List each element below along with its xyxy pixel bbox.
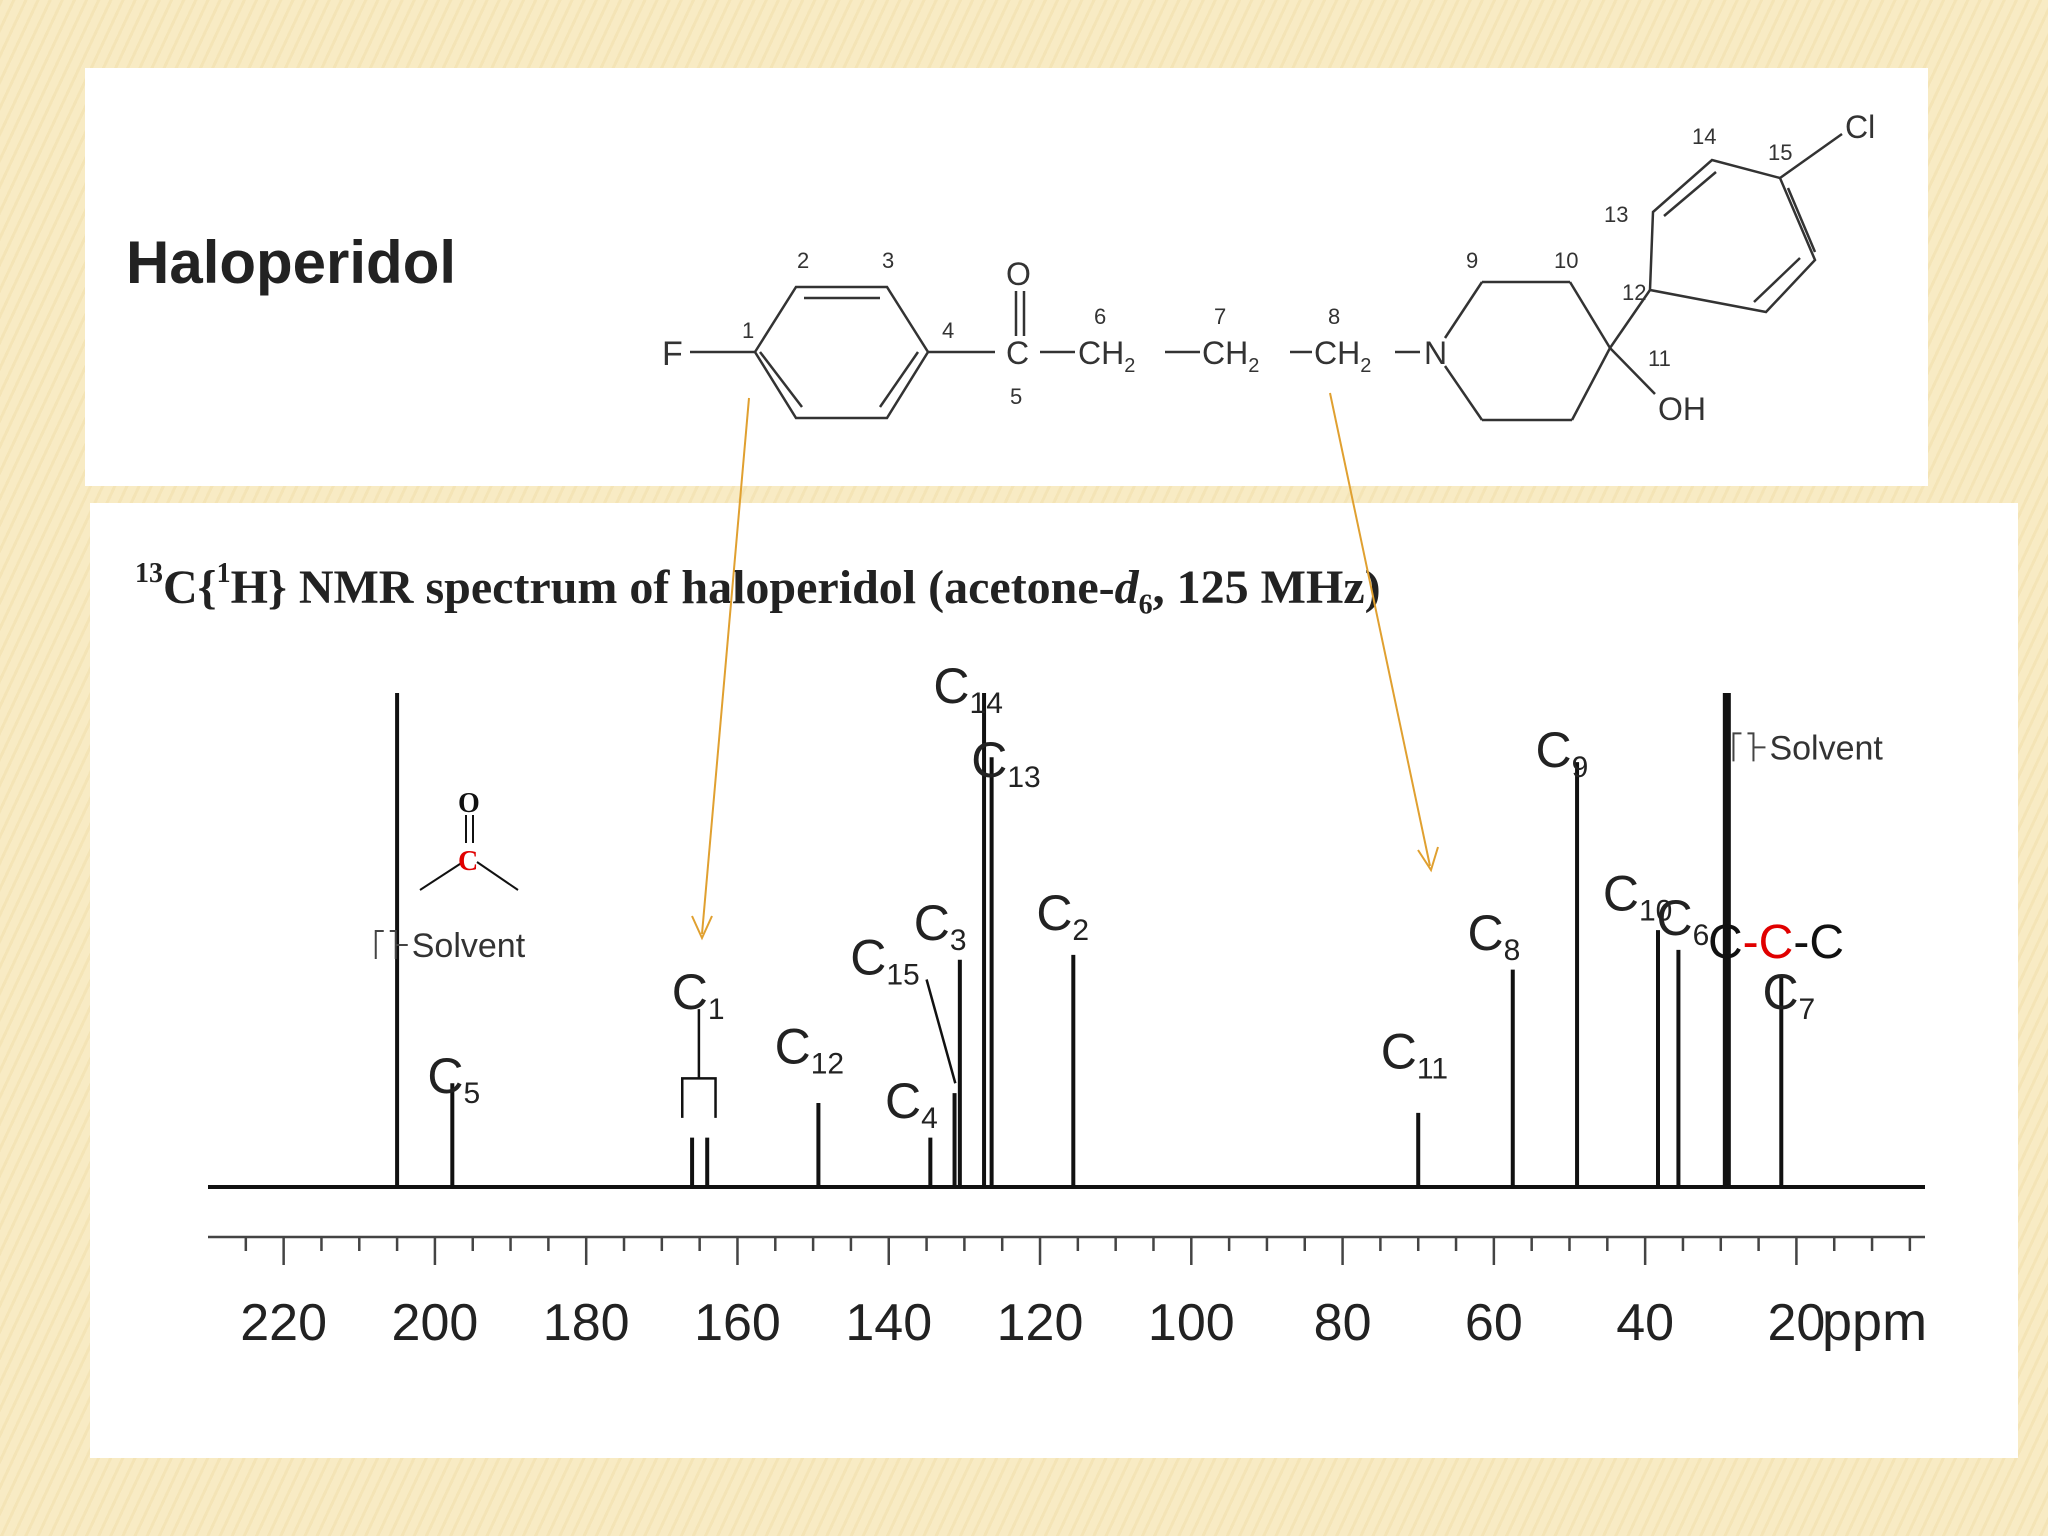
x-tick-label: 100: [1148, 1294, 1235, 1352]
atom-number-10: 10: [1554, 248, 1578, 273]
atom-number-11: 11: [1648, 346, 1671, 371]
title-solvent-d: d: [1114, 561, 1139, 614]
atom-n: N: [1424, 335, 1447, 371]
atom-number-4: 4: [942, 318, 954, 343]
ch2-6-ch: CH: [1078, 335, 1124, 371]
carbonyl-o: O: [458, 788, 480, 819]
atom-number-5: 5: [1010, 384, 1022, 409]
x-tick-label: 220: [240, 1294, 327, 1352]
carbonyl-inset: O C: [419, 788, 519, 891]
atom-number-2: 2: [797, 248, 809, 273]
ch2-6-sub: 2: [1124, 355, 1135, 377]
ccc-right: C: [1809, 916, 1844, 969]
arrow-c8-head: [1417, 846, 1439, 873]
title-part3: , 125 MHz): [1152, 561, 1381, 614]
x-tick-label: 80: [1314, 1294, 1372, 1352]
peak-label-c14: C14: [933, 658, 1002, 720]
solvent-label: Solvent: [412, 927, 526, 965]
spectrum-peaks: [395, 693, 1784, 1187]
assignment-arrows: [691, 392, 1439, 941]
peak-label-c1: C1: [672, 964, 725, 1026]
solvent-bracket: [1732, 732, 1766, 762]
chain-ch2-6: CH2: [1078, 335, 1135, 377]
peak-label-c5: C5: [427, 1048, 480, 1110]
title-part1: C{: [163, 561, 217, 614]
ccc-center: C: [1759, 916, 1794, 969]
peak-label-c7: C7: [1762, 964, 1815, 1026]
atom-f: F: [662, 335, 683, 373]
c15-pointer: [925, 979, 957, 1084]
arrow-c1-head: [691, 915, 713, 941]
atom-o-carbonyl: O: [1006, 256, 1031, 292]
atom-number-6: 6: [1094, 304, 1106, 329]
peak-label-c3: C3: [914, 895, 967, 957]
atom-number-13: 13: [1604, 202, 1628, 227]
x-tick-label: 140: [845, 1294, 932, 1352]
title-solvent-sub: 6: [1138, 589, 1153, 621]
x-tick-label: 180: [543, 1294, 630, 1352]
atom-number-15: 15: [1768, 140, 1792, 165]
x-tick-label: 40: [1616, 1294, 1674, 1352]
peak-label-c10: C10: [1603, 865, 1672, 927]
peak-label-c4: C4: [885, 1073, 938, 1135]
ccc-dash1: -: [1743, 916, 1759, 969]
arrow-c8: [1329, 392, 1431, 867]
x-tick-label: 120: [997, 1294, 1084, 1352]
atom-number-12: 12: [1622, 280, 1646, 305]
atom-number-3: 3: [882, 248, 894, 273]
solvent-bracket: [374, 929, 408, 959]
atom-number-1: 1: [742, 318, 754, 343]
atom-oh: OH: [1658, 391, 1706, 427]
ch2-7-sub: 2: [1248, 355, 1259, 377]
arrow-c1: [701, 397, 750, 935]
solvent-label: Solvent: [1769, 729, 1883, 767]
spectrum-panel: [90, 503, 2018, 1458]
x-tick-label: 160: [694, 1294, 781, 1352]
chain-ch2-7: CH2: [1202, 335, 1259, 377]
ch2-7-ch: CH: [1202, 335, 1248, 371]
x-tick-label: 200: [392, 1294, 479, 1352]
spectrum-title: 13C{1H} NMR spectrum of haloperidol (ace…: [135, 558, 1381, 622]
title-decoupled-isotope: 1: [216, 558, 231, 589]
peak-label-c15: C15: [850, 930, 919, 992]
ch2-8-sub: 2: [1360, 355, 1371, 377]
peak-label-c6: C6: [1657, 890, 1710, 952]
x-axis-ticks: 220 200 180 160 140 120 100 80 60 40 20: [240, 1237, 1912, 1352]
x-axis-unit-label: ppm: [1822, 1292, 1927, 1352]
ccc-dash2: -: [1793, 916, 1809, 969]
atom-number-14: 14: [1692, 124, 1716, 149]
title-isotope: 13: [135, 558, 163, 589]
peak-label-c9: C9: [1536, 722, 1589, 784]
title-part2: H} NMR spectrum of haloperidol (acetone-: [230, 561, 1115, 614]
peak-label-c12: C12: [775, 1019, 844, 1081]
atom-cl: Cl: [1845, 109, 1875, 145]
peak-label-c2: C2: [1036, 885, 1089, 947]
molecule-name: Haloperidol: [126, 229, 457, 296]
atom-number-8: 8: [1328, 304, 1340, 329]
chain-ch2-8: CH2: [1314, 335, 1371, 377]
ccc-left: C: [1708, 916, 1743, 969]
ccc-inset: C-C-C: [1708, 916, 1844, 969]
peak-label-c8: C8: [1467, 905, 1520, 967]
carbonyl-c: C: [458, 846, 478, 877]
atom-number-7: 7: [1214, 304, 1226, 329]
x-tick-label: 20: [1767, 1294, 1825, 1352]
peak-label-c11: C11: [1381, 1023, 1448, 1085]
x-tick-label: 60: [1465, 1294, 1523, 1352]
c1-doublet-bracket: [681, 1009, 717, 1118]
atom-number-9: 9: [1466, 248, 1478, 273]
atom-c5: C: [1006, 335, 1029, 371]
ch2-8-ch: CH: [1314, 335, 1360, 371]
peak-label-c13: C13: [971, 732, 1040, 794]
structure-panel: [85, 68, 1928, 486]
